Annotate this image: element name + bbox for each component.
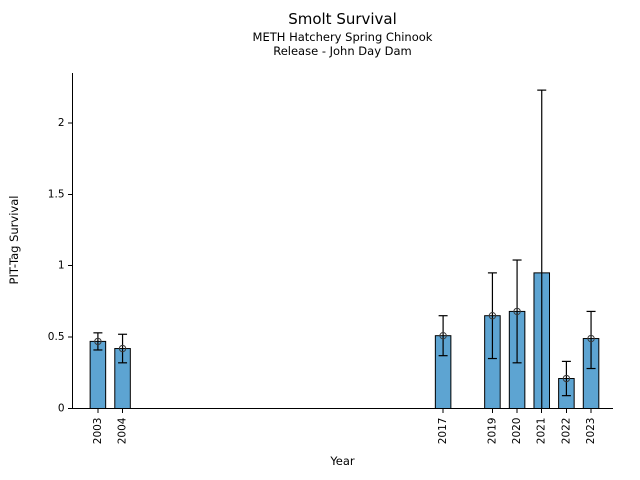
x-tick-label-2019: 2019 [486,417,498,444]
x-tick-label-2021: 2021 [536,418,548,445]
x-tick-label-2020: 2020 [511,418,523,445]
chart-subtitle-line2: Release - John Day Dam [273,44,412,58]
y-tick-label-2: 2 [58,117,65,129]
y-tick-label-0: 0 [58,403,65,415]
x-tick-label-2022: 2022 [560,418,572,445]
x-tick-label-2003: 2003 [92,418,104,445]
y-tick-label-1.5: 1.5 [48,188,65,200]
point-marker-2022 [562,374,571,383]
point-marker-2020 [513,307,521,316]
x-tick-label-2017: 2017 [437,418,449,445]
chart-title: Smolt Survival [288,10,397,28]
point-marker-2019 [488,312,497,320]
x-tick-label-2004: 2004 [117,417,129,444]
point-marker-2017 [439,331,447,340]
bar-2003 [89,340,107,409]
point-marker-2023 [587,334,595,343]
x-tick-label-2023: 2023 [585,418,597,445]
point-marker-2003 [94,337,102,346]
y-tick-label-1: 1 [58,260,65,272]
chart-subtitle-line1: METH Hatchery Spring Chinook [252,30,433,44]
point-marker-2004 [118,344,127,353]
y-tick-label-0.5: 0.5 [48,331,65,343]
x-axis-label: Year [330,454,355,468]
